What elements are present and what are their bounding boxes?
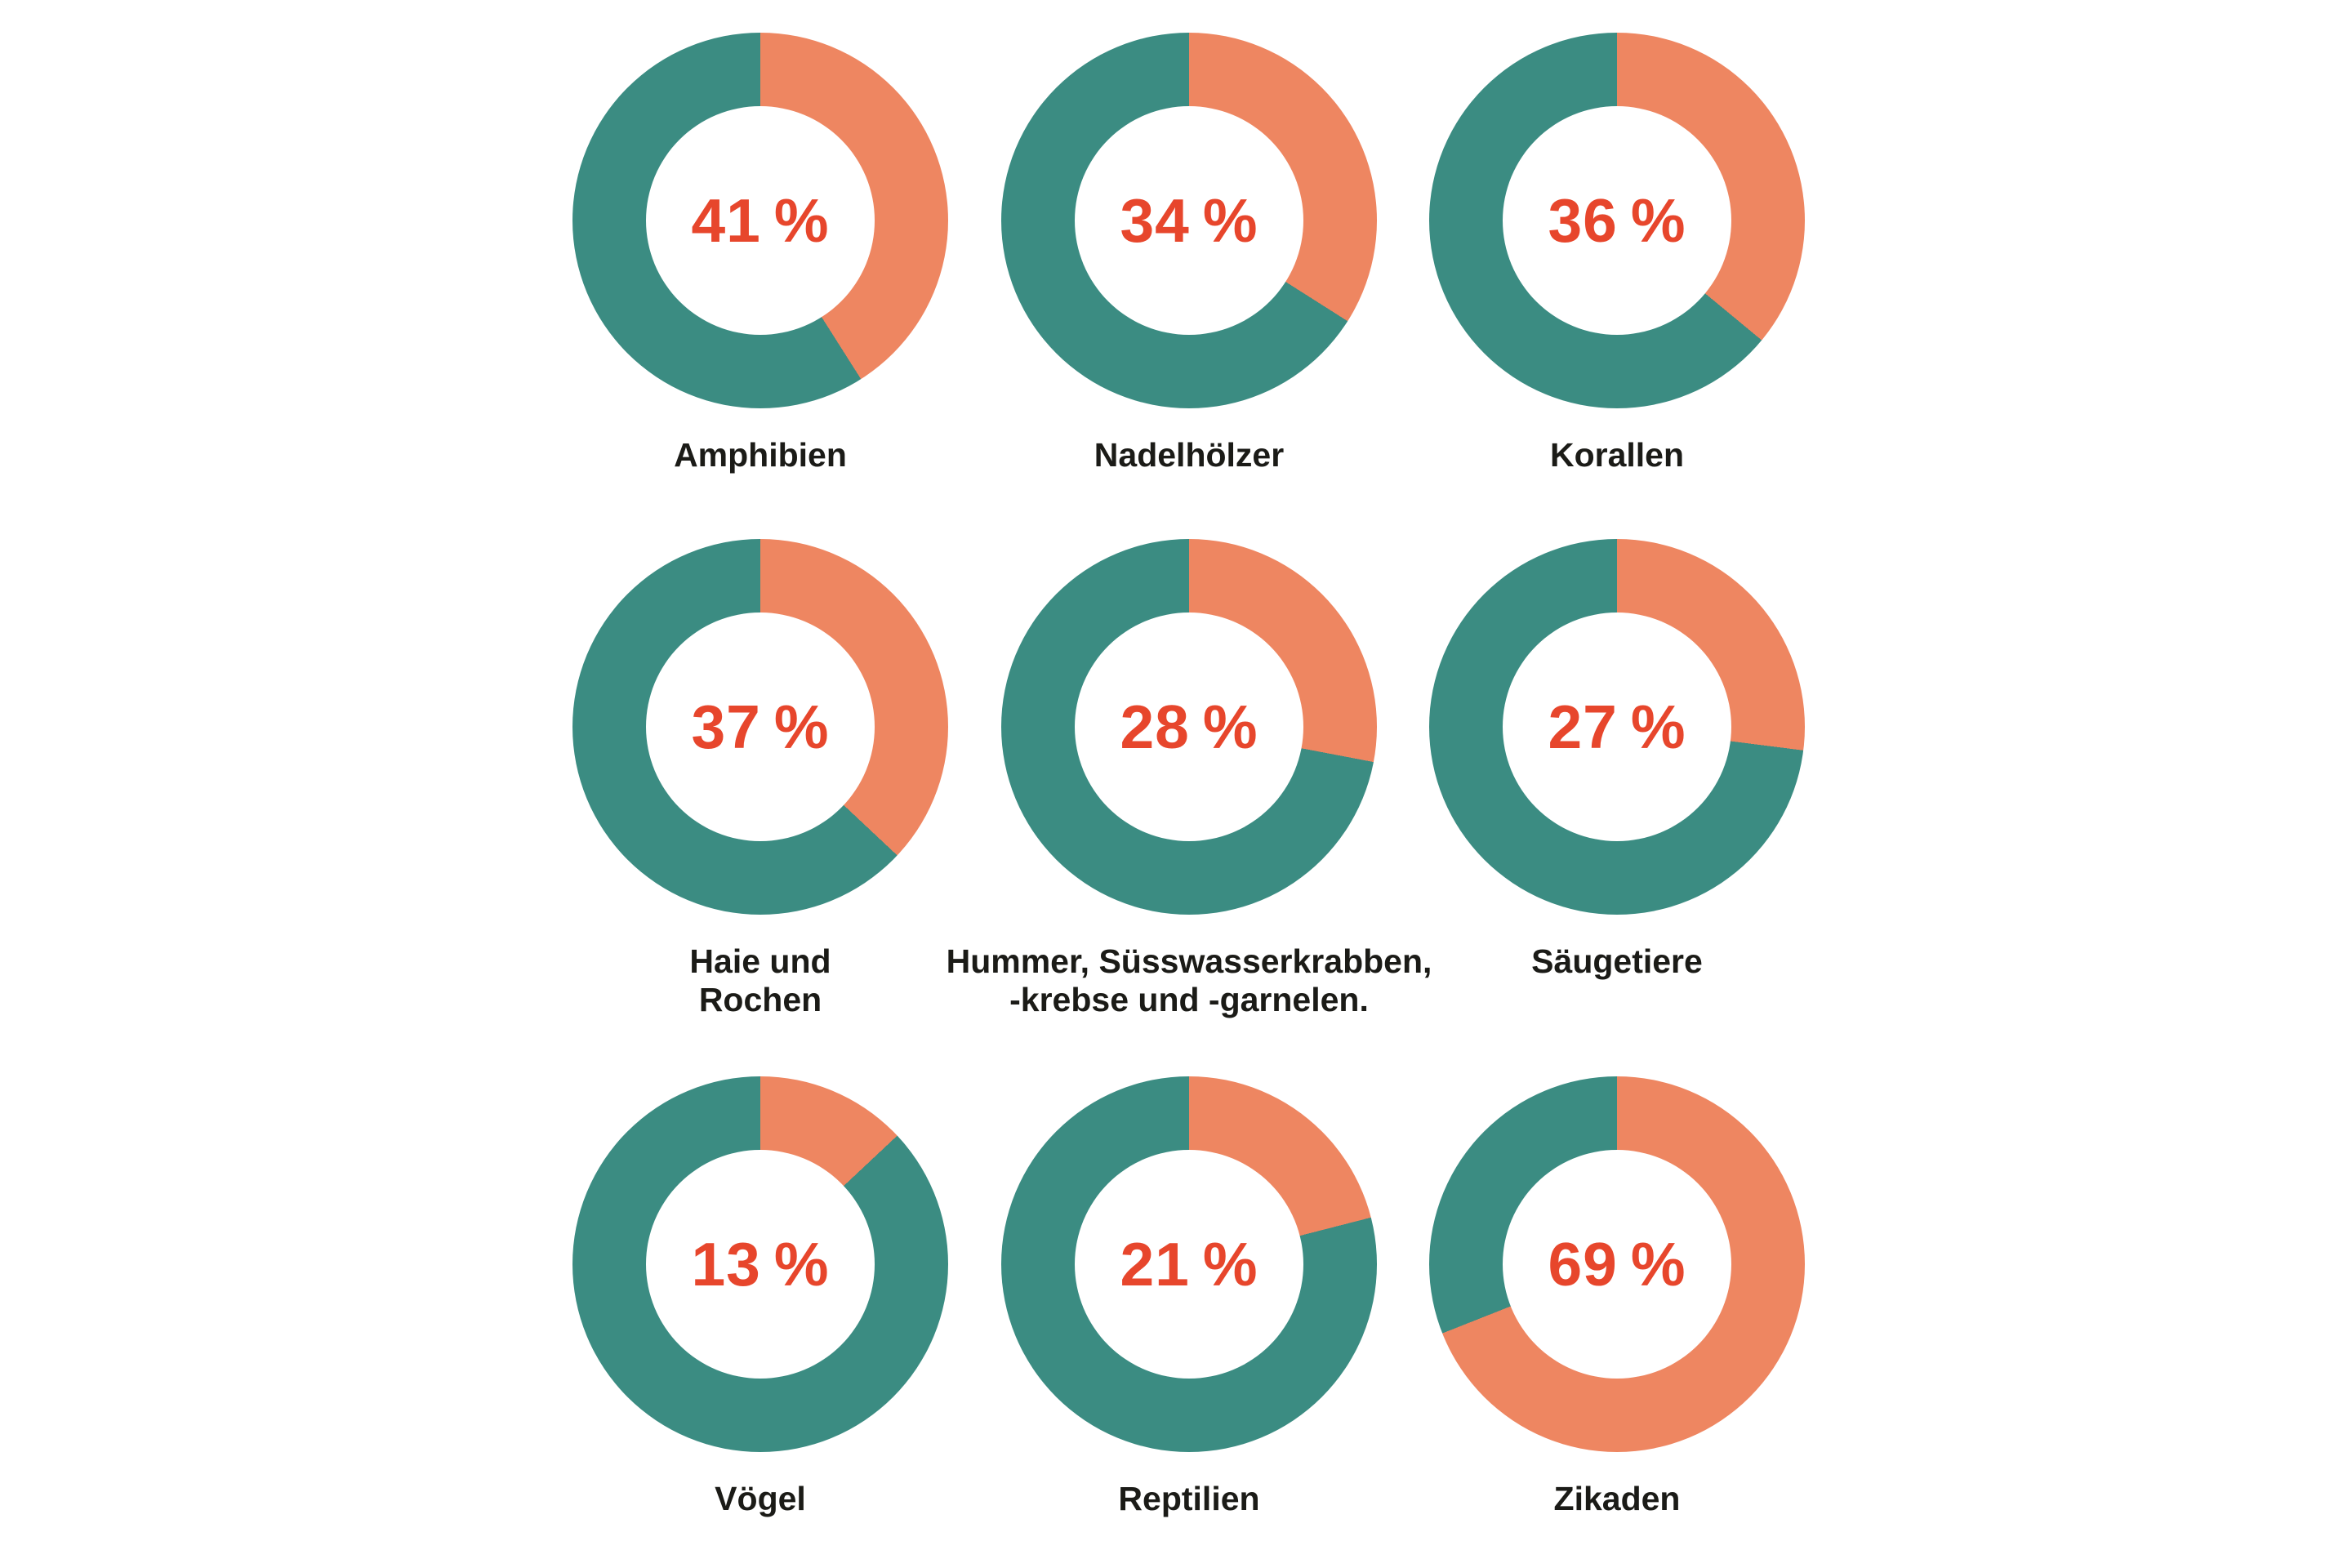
category-label-line: Korallen: [1549, 436, 1685, 474]
donut-hole: 41 %: [646, 106, 875, 335]
donut-ring-nadelholzer: 34 %: [1001, 33, 1377, 408]
donut-chart-nadelholzer: 34 % Nadelhölzer: [895, 33, 1483, 474]
category-label-korallen: Korallen: [1550, 436, 1684, 474]
category-label-saugetiere: Säugetiere: [1531, 942, 1703, 981]
donut-hole: 37 %: [646, 612, 875, 841]
donut-hole: 69 %: [1503, 1150, 1731, 1379]
donut-chart-saugetiere: 27 % Säugetiere: [1323, 539, 1911, 981]
category-label-line: Säugetiere: [1531, 942, 1703, 980]
category-label-line: Rochen: [698, 981, 822, 1018]
donut-ring-reptilien: 21 %: [1001, 1076, 1377, 1452]
donut-hole: 28 %: [1075, 612, 1303, 841]
percent-value: 37 %: [691, 693, 830, 761]
donut-hole: 34 %: [1075, 106, 1303, 335]
category-label-line: Haie und: [689, 942, 831, 980]
category-label-line: Reptilien: [1118, 1480, 1260, 1517]
category-label-line: Amphibien: [674, 436, 847, 474]
donut-chart-korallen: 36 % Korallen: [1323, 33, 1911, 474]
category-label-amphibien: Amphibien: [674, 436, 847, 474]
donut-ring-amphibien: 41 %: [572, 33, 948, 408]
category-label-zikaden: Zikaden: [1554, 1480, 1681, 1518]
donut-chart-vogel: 13 % Vögel: [466, 1076, 1054, 1518]
donut-hole: 27 %: [1503, 612, 1731, 841]
percent-value: 13 %: [691, 1230, 830, 1298]
percent-value: 41 %: [691, 186, 830, 255]
donut-chart-haie-und-rochen: 37 % Haie und Rochen: [466, 539, 1054, 1019]
category-label-line: Zikaden: [1553, 1480, 1681, 1517]
percent-value: 28 %: [1120, 693, 1258, 761]
donut-ring-haie-und-rochen: 37 %: [572, 539, 948, 915]
donut-hole: 21 %: [1075, 1150, 1303, 1379]
percent-value: 34 %: [1120, 186, 1258, 255]
category-label-nadelholzer: Nadelhölzer: [1094, 436, 1284, 474]
category-label-hummer-susswasserkrabben-krebse-und-garnelen: Hummer, Süsswasserkrabben, -krebse und -g…: [947, 942, 1432, 1019]
category-label-line: Vögel: [715, 1480, 806, 1517]
donut-ring-zikaden: 69 %: [1429, 1076, 1805, 1452]
percent-value: 69 %: [1548, 1230, 1686, 1298]
donut-chart-hummer-susswasserkrabben-krebse-und-garnelen: 28 % Hummer, Süsswasserkrabben, -krebse un…: [895, 539, 1483, 1019]
donut-chart-amphibien: 41 % Amphibien: [466, 33, 1054, 474]
donut-hole: 13 %: [646, 1150, 875, 1379]
percent-value: 27 %: [1548, 693, 1686, 761]
donut-hole: 36 %: [1503, 106, 1731, 335]
donut-chart-zikaden: 69 % Zikaden: [1323, 1076, 1911, 1518]
category-label-haie-und-rochen: Haie und Rochen: [689, 942, 831, 1019]
percent-value: 21 %: [1120, 1230, 1258, 1298]
category-label-line: Nadelhölzer: [1094, 436, 1285, 474]
donut-ring-vogel: 13 %: [572, 1076, 948, 1452]
category-label-line: Hummer, Süsswasserkrabben,: [946, 942, 1432, 980]
donut-ring-saugetiere: 27 %: [1429, 539, 1805, 915]
percent-value: 36 %: [1548, 186, 1686, 255]
donut-chart-reptilien: 21 % Reptilien: [895, 1076, 1483, 1518]
category-label-vogel: Vögel: [715, 1480, 806, 1518]
category-label-line: -krebse und -garnelen.: [1009, 981, 1369, 1018]
donut-ring-korallen: 36 %: [1429, 33, 1805, 408]
donut-ring-hummer-susswasserkrabben-krebse-und-garnelen: 28 %: [1001, 539, 1377, 915]
category-label-reptilien: Reptilien: [1118, 1480, 1259, 1518]
